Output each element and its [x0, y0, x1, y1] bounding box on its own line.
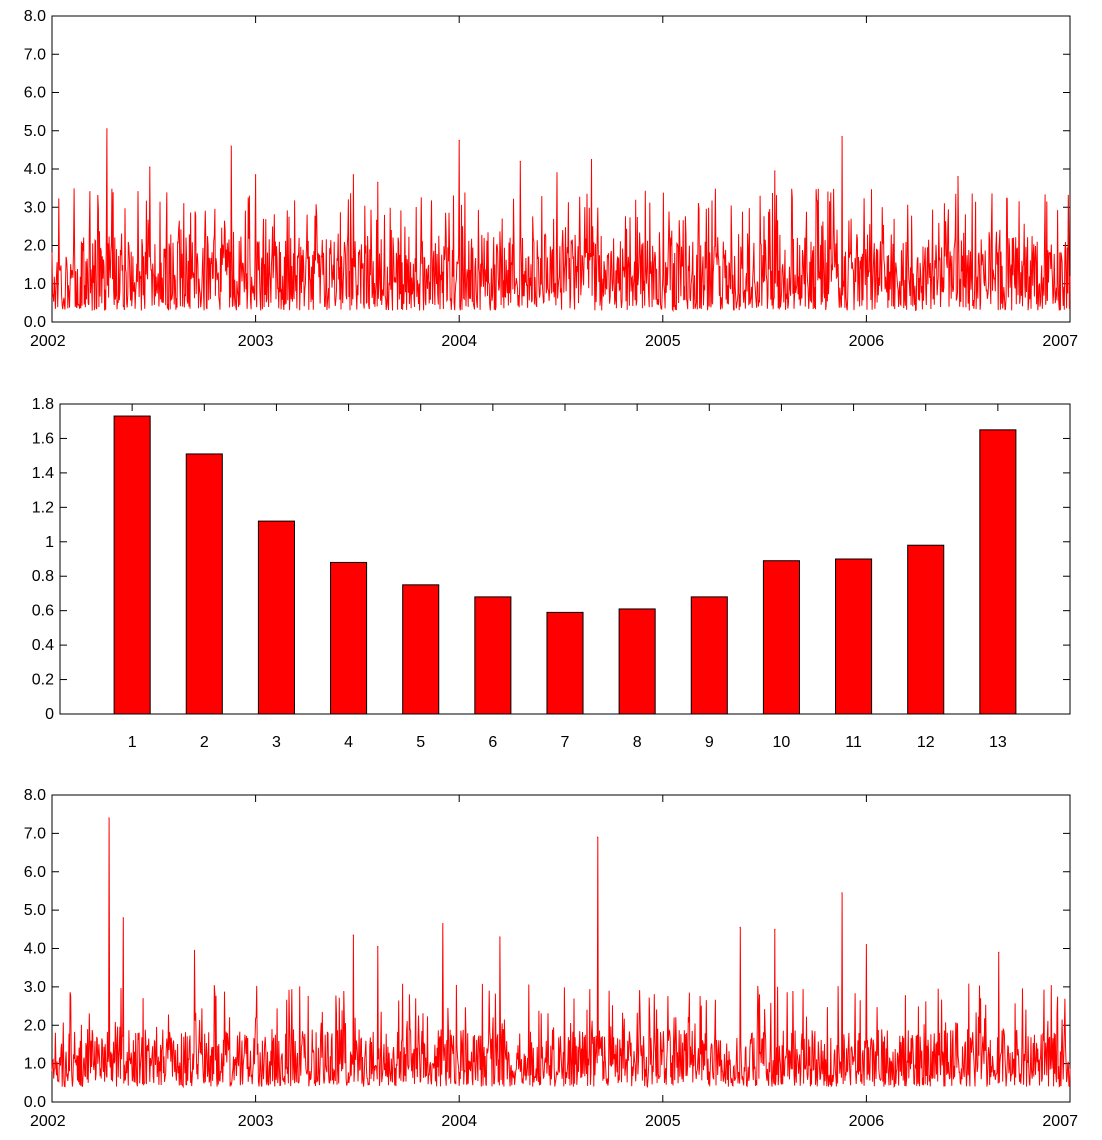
bar-9	[690, 596, 728, 715]
y-tick-label: 7.0	[24, 825, 46, 842]
x-tick-label: 6	[488, 734, 497, 751]
spike-point	[739, 926, 741, 928]
spike-point	[352, 174, 354, 176]
spike-point	[193, 949, 196, 952]
bar-6	[474, 596, 512, 715]
x-tick-label: 3	[272, 734, 281, 751]
y-tick-label: 1.4	[32, 465, 54, 482]
spike-point	[957, 176, 959, 178]
y-tick-label: 1.0	[24, 1056, 46, 1073]
y-tick-label: 0.0	[24, 1094, 46, 1111]
spike-point	[841, 892, 843, 894]
series-line	[51, 128, 1071, 313]
y-tick-label: 8.0	[24, 787, 46, 804]
bar-5	[402, 584, 440, 715]
x-tick-label: 2004	[441, 333, 477, 350]
spike-point	[352, 934, 354, 936]
spike-point	[122, 917, 124, 919]
x-tick-label: 2006	[849, 333, 885, 350]
spike-point	[841, 135, 843, 138]
bar-3	[257, 520, 295, 715]
spike-point	[590, 158, 593, 161]
spike-point	[149, 166, 151, 168]
bar-2	[185, 453, 223, 715]
y-tick-label: 3.0	[24, 979, 46, 996]
x-tick-label: 5	[416, 734, 425, 751]
spike-point	[255, 174, 257, 176]
y-tick-label: 0.8	[32, 568, 54, 585]
y-tick-label: 0	[45, 706, 54, 723]
spike-point	[106, 128, 108, 130]
bar-12	[907, 544, 945, 715]
spike-point	[865, 944, 868, 946]
x-tick-label: 2005	[645, 1113, 681, 1130]
spike-point	[774, 170, 776, 172]
x-tick-label: 2002	[30, 333, 66, 350]
x-tick-label: 2003	[238, 333, 274, 350]
spike-point	[998, 951, 1000, 953]
spike-point	[377, 181, 379, 183]
spike-point	[442, 922, 444, 925]
y-tick-label: 5.0	[24, 902, 46, 919]
spike-point	[499, 936, 501, 938]
bar-4	[330, 561, 368, 715]
y-tick-label: 2.0	[24, 1017, 46, 1034]
y-tick-label: 0.2	[32, 672, 54, 689]
x-tick-label: 2	[200, 734, 209, 751]
y-tick-label: 8.0	[24, 8, 46, 25]
spike-point	[108, 817, 110, 819]
bar-1	[113, 415, 151, 715]
y-tick-label: 6.0	[24, 85, 46, 102]
spike-point	[597, 836, 599, 838]
x-tick-label: 10	[773, 734, 791, 751]
y-tick-label: 1.2	[32, 499, 54, 516]
bar-10	[762, 560, 800, 715]
spike-point	[519, 160, 521, 162]
x-tick-label: 13	[989, 734, 1007, 751]
y-tick-label: 4.0	[24, 161, 46, 178]
y-tick-label: 0.0	[24, 314, 46, 331]
line-chart-top: 0.0 1.0 2.0 3.0 4.0 5.0 6.0 7.0 8.0 2002 2003 2004 2…	[24, 8, 1078, 350]
x-tick-label: 4	[344, 734, 353, 751]
y-tick-label: 0.4	[32, 637, 54, 654]
spike-point	[230, 145, 232, 147]
x-tick-label: 2006	[849, 1113, 885, 1130]
series-line	[51, 817, 1071, 1089]
x-tick-label: 1	[128, 734, 137, 751]
x-tick-label: 2005	[645, 333, 681, 350]
x-tick-label: 2003	[238, 1113, 274, 1130]
y-tick-label: 2.0	[24, 238, 46, 255]
y-tick-label: 4.0	[24, 941, 46, 958]
y-tick-label: 1.8	[32, 396, 54, 413]
x-tick-label: 2004	[441, 1113, 477, 1130]
y-tick-label: 6.0	[24, 864, 46, 881]
x-tick-label: 11	[845, 734, 862, 751]
bar-11	[835, 558, 873, 715]
bar-7	[546, 611, 584, 715]
spike-point	[377, 945, 379, 948]
y-tick-label: 5.0	[24, 123, 46, 140]
spike-point	[458, 139, 460, 141]
y-tick-label: 1.6	[32, 430, 54, 447]
x-tick-label: 9	[705, 734, 714, 751]
bar-8	[618, 608, 656, 715]
spike-point	[774, 928, 776, 930]
x-tick-label: 8	[633, 734, 642, 751]
x-tick-label: 2002	[30, 1113, 66, 1130]
y-tick-label: 3.0	[24, 199, 46, 216]
y-tick-label: 1.0	[24, 276, 46, 293]
line-chart-bottom: 0.0 1.0 2.0 3.0 4.0 5.0 6.0 7.0 8.0 2002 2003 2004 2…	[24, 787, 1078, 1130]
bar-chart-middle: 00.20.40.60.811.21.41.61.81 2 3 4 5 6 7 8 9 10 11 1…	[32, 396, 1071, 751]
x-tick-label: 2007	[1042, 1113, 1078, 1130]
y-tick-label: 0.6	[32, 603, 54, 620]
x-tick-label: 7	[561, 734, 570, 751]
x-tick-label: 2007	[1042, 333, 1078, 350]
y-tick-label: 1	[45, 534, 54, 551]
x-tick-label: 12	[917, 734, 935, 751]
spike-point	[556, 172, 558, 174]
y-tick-label: 7.0	[24, 46, 46, 63]
bar-13	[979, 429, 1017, 715]
